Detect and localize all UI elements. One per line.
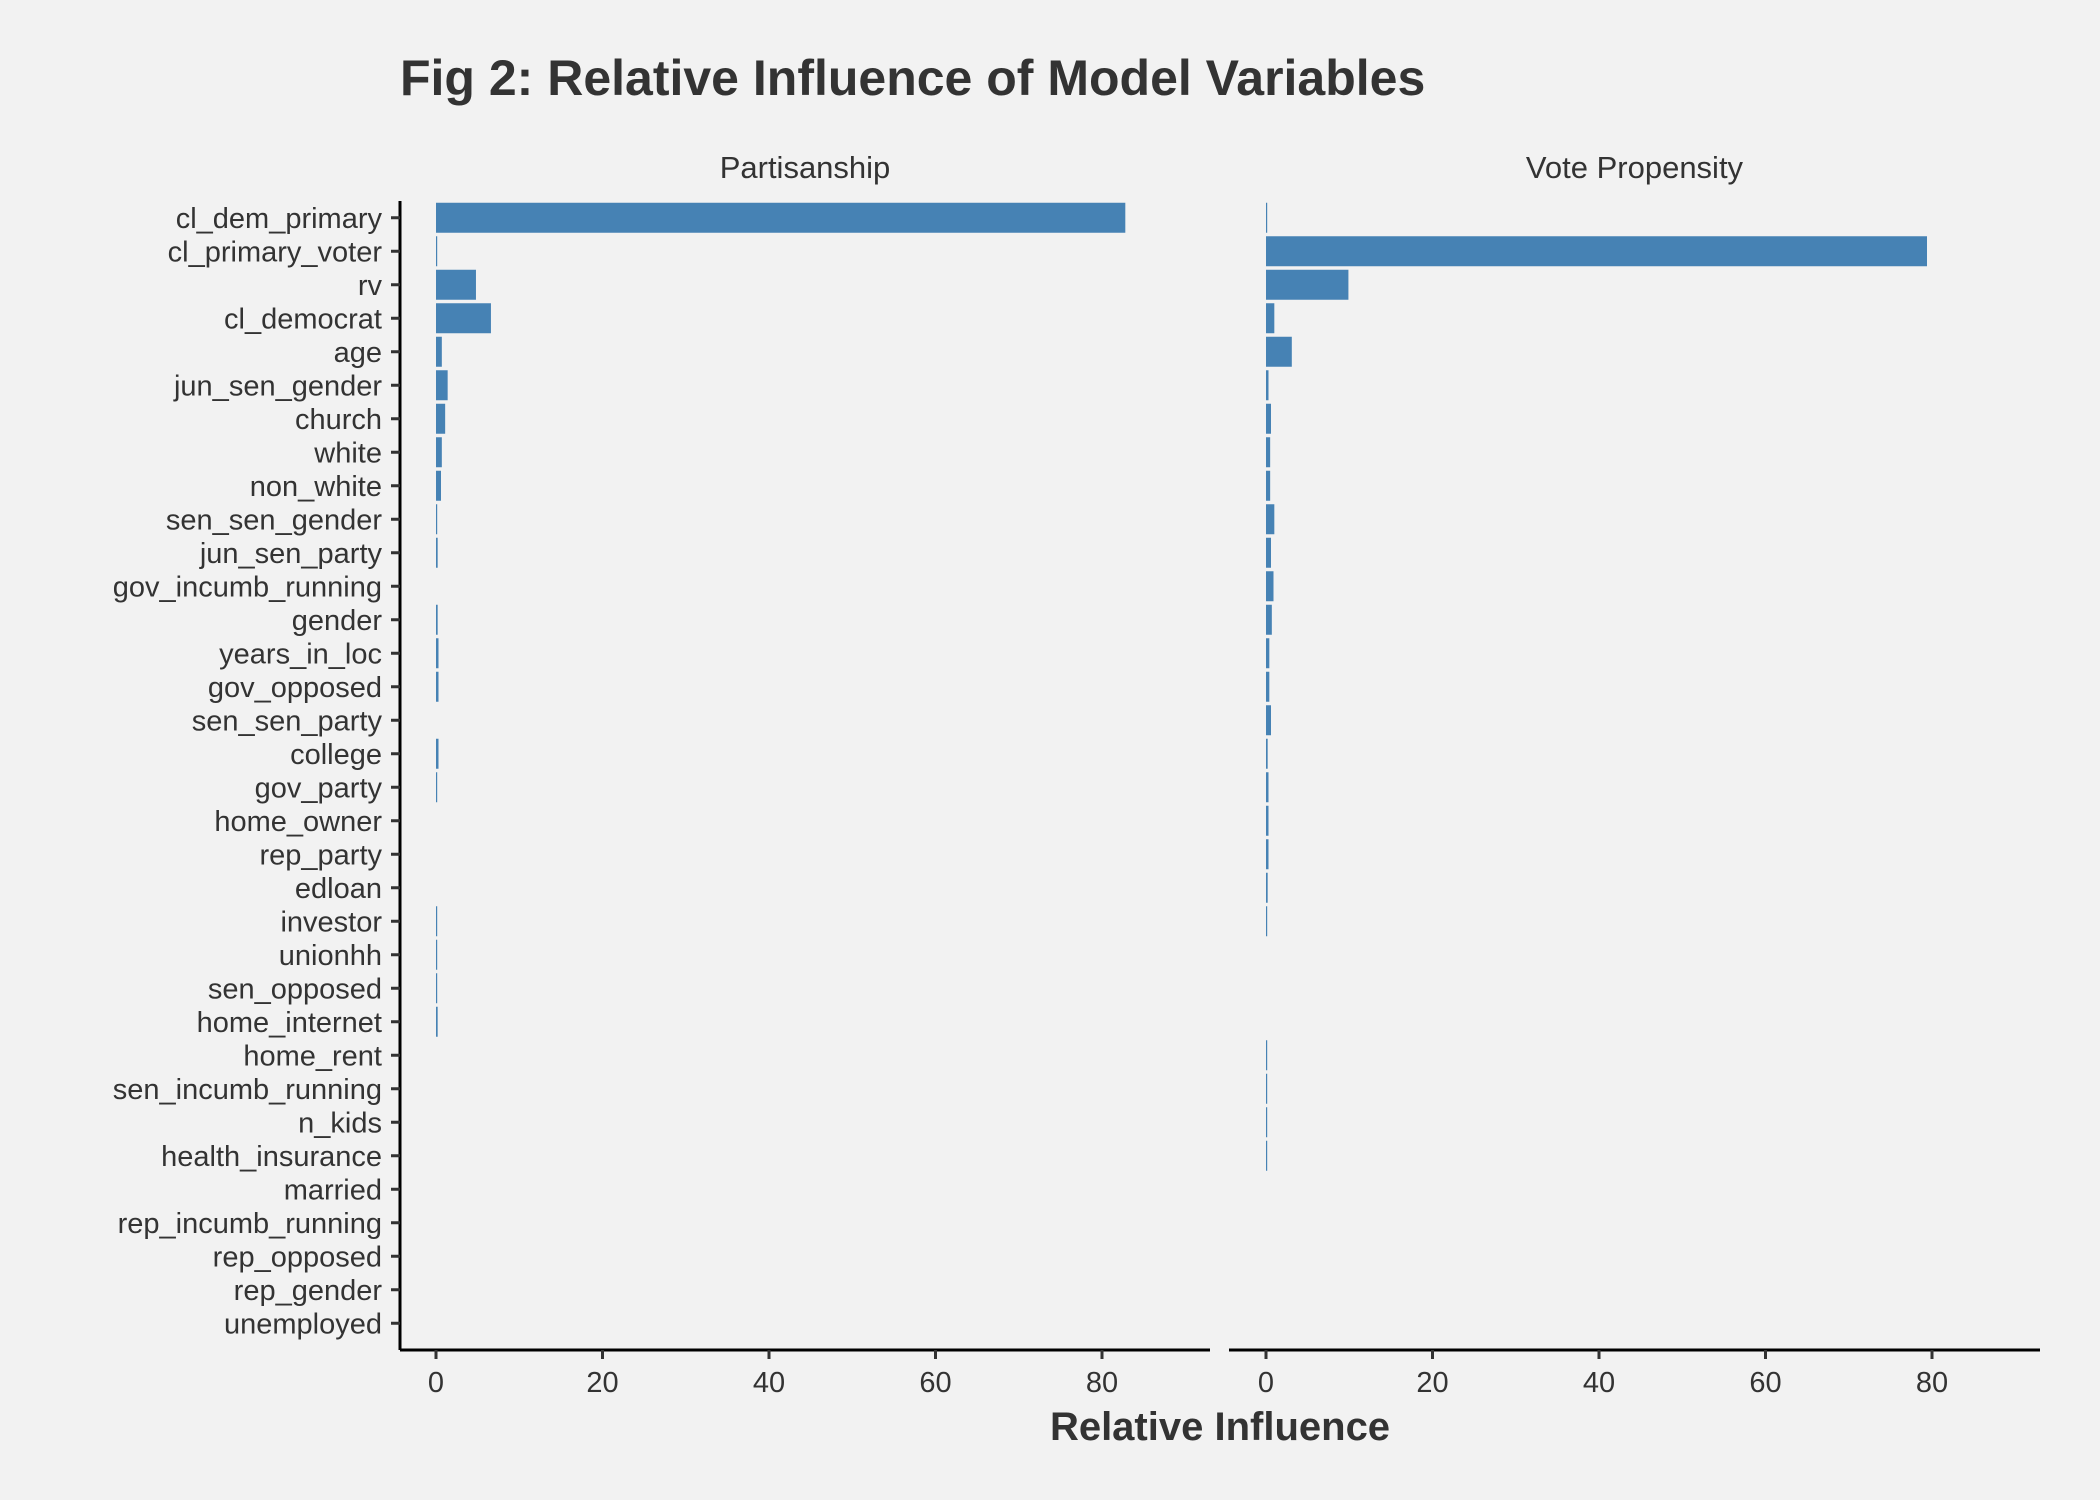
y-tick-label-gov-opposed: gov_opposed: [208, 672, 382, 704]
bar-vote-propensity-home-rent: [1266, 1040, 1268, 1071]
x-tick-label-vote-propensity-80: 80: [1916, 1367, 1948, 1399]
y-tick-label-unionhh: unionhh: [279, 940, 382, 972]
x-tick-label-partisanship-0: 0: [428, 1367, 444, 1399]
y-tick-label-cl-democrat: cl_democrat: [224, 303, 382, 335]
y-axis: cl_dem_primarycl_primary_voterrvcl_democ…: [113, 201, 402, 1350]
bar-partisanship-years-in-loc: [436, 638, 439, 669]
y-tick-label-non-white: non_white: [250, 471, 382, 503]
bar-partisanship-cl-democrat: [436, 303, 491, 334]
bar-vote-propensity-gender: [1266, 604, 1272, 635]
y-tick-label-home-rent: home_rent: [243, 1040, 382, 1072]
chart-title: Fig 2: Relative Influence of Model Varia…: [400, 50, 1425, 106]
bar-vote-propensity-edloan: [1266, 872, 1268, 903]
y-tick-label-sen-sen-party: sen_sen_party: [192, 705, 383, 737]
bar-partisanship-church: [436, 403, 446, 434]
panel-strip-label-partisanship: Partisanship: [720, 150, 891, 185]
y-tick-label-jun-sen-gender: jun_sen_gender: [173, 370, 382, 402]
bar-partisanship-non-white: [436, 470, 441, 501]
y-tick-label-sen-sen-gender: sen_sen_gender: [166, 504, 382, 536]
x-tick-label-partisanship-80: 80: [1086, 1367, 1118, 1399]
bar-vote-propensity-white: [1266, 437, 1271, 468]
bar-vote-propensity-jun-sen-party: [1266, 537, 1271, 568]
bar-vote-propensity-rep-party: [1266, 839, 1269, 870]
y-tick-label-rv: rv: [358, 270, 383, 302]
y-tick-label-rep-opposed: rep_opposed: [213, 1241, 382, 1273]
panels: Partisanship 0 20 40 60 80 Vote Propensity 0 20 4…: [400, 150, 2040, 1399]
bar-vote-propensity-age: [1266, 336, 1292, 367]
y-tick-label-home-owner: home_owner: [214, 806, 382, 838]
bar-vote-propensity-years-in-loc: [1266, 638, 1270, 669]
y-tick-label-years-in-loc: years_in_loc: [219, 638, 382, 670]
y-tick-label-college: college: [290, 739, 382, 771]
y-tick-label-edloan: edloan: [295, 873, 382, 905]
bar-partisanship-cl-primary-voter: [436, 236, 438, 267]
bar-vote-propensity-health-insurance: [1266, 1140, 1268, 1171]
bar-vote-propensity-investor: [1266, 906, 1268, 937]
bar-vote-propensity-gov-incumb-running: [1266, 571, 1274, 602]
x-tick-label-vote-propensity-0: 0: [1258, 1367, 1274, 1399]
x-tick-label-partisanship-60: 60: [919, 1367, 951, 1399]
y-tick-label-cl-primary-voter: cl_primary_voter: [168, 236, 383, 268]
bar-vote-propensity-non-white: [1266, 470, 1271, 501]
x-axis-label: Relative Influence: [1050, 1405, 1390, 1449]
y-tick-label-rep-gender: rep_gender: [234, 1275, 383, 1307]
y-tick-label-married: married: [284, 1174, 382, 1206]
bar-vote-propensity-sen-sen-party: [1266, 705, 1271, 736]
bar-vote-propensity-jun-sen-gender: [1266, 370, 1269, 401]
bar-vote-propensity-gov-party: [1266, 772, 1269, 803]
bar-partisanship-sen-sen-gender: [436, 504, 438, 535]
bar-vote-propensity-church: [1266, 403, 1271, 434]
panel-strip-label-vote-propensity: Vote Propensity: [1526, 150, 1744, 185]
bar-vote-propensity-n-kids: [1266, 1107, 1268, 1138]
y-tick-label-gov-incumb-running: gov_incumb_running: [113, 571, 382, 603]
y-tick-label-age: age: [334, 337, 382, 369]
x-tick-label-vote-propensity-60: 60: [1749, 1367, 1781, 1399]
x-tick-label-partisanship-20: 20: [586, 1367, 618, 1399]
panel-vote-propensity: Vote Propensity 0 20 40 60 80: [1229, 150, 2040, 1399]
bar-partisanship-unionhh: [436, 939, 438, 970]
y-tick-label-health-insurance: health_insurance: [161, 1141, 382, 1173]
bar-vote-propensity-gov-opposed: [1266, 671, 1270, 702]
bar-partisanship-sen-opposed: [436, 973, 438, 1004]
bar-partisanship-gov-party: [436, 772, 438, 803]
bar-partisanship-gov-opposed: [436, 671, 439, 702]
x-tick-label-vote-propensity-20: 20: [1416, 1367, 1448, 1399]
bar-partisanship-home-internet: [436, 1006, 438, 1037]
y-tick-label-unemployed: unemployed: [224, 1308, 382, 1340]
y-tick-label-sen-opposed: sen_opposed: [208, 973, 382, 1005]
y-tick-label-church: church: [295, 404, 382, 436]
bar-partisanship-jun-sen-party: [436, 537, 438, 568]
bar-partisanship-college: [436, 738, 439, 769]
bar-vote-propensity-home-owner: [1266, 805, 1269, 836]
y-tick-label-gender: gender: [292, 605, 383, 637]
y-tick-label-gov-party: gov_party: [255, 772, 383, 804]
y-tick-label-n-kids: n_kids: [298, 1107, 382, 1139]
bar-partisanship-rv: [436, 269, 476, 300]
bar-partisanship-gender: [436, 604, 438, 635]
bar-partisanship-age: [436, 336, 442, 367]
bar-partisanship-white: [436, 437, 442, 468]
bar-partisanship-jun-sen-gender: [436, 370, 448, 401]
bar-vote-propensity-cl-dem-primary: [1266, 202, 1268, 233]
y-tick-label-investor: investor: [280, 906, 382, 938]
bar-partisanship-cl-dem-primary: [436, 202, 1126, 233]
bar-vote-propensity-cl-democrat: [1266, 303, 1275, 334]
bar-vote-propensity-sen-incumb-running: [1266, 1073, 1268, 1104]
y-tick-label-rep-incumb-running: rep_incumb_running: [118, 1208, 382, 1240]
y-tick-label-home-internet: home_internet: [197, 1007, 382, 1039]
bar-vote-propensity-sen-sen-gender: [1266, 504, 1275, 535]
y-tick-label-rep-party: rep_party: [259, 839, 382, 871]
x-tick-label-partisanship-40: 40: [753, 1367, 785, 1399]
bar-partisanship-investor: [436, 906, 438, 937]
bar-vote-propensity-cl-primary-voter: [1266, 236, 1928, 267]
bar-vote-propensity-college: [1266, 738, 1268, 769]
y-tick-label-white: white: [313, 437, 382, 469]
x-tick-label-vote-propensity-40: 40: [1583, 1367, 1615, 1399]
bar-vote-propensity-rv: [1266, 269, 1349, 300]
panel-partisanship: Partisanship 0 20 40 60 80: [400, 150, 1210, 1399]
y-tick-label-sen-incumb-running: sen_incumb_running: [113, 1074, 382, 1106]
y-tick-label-jun-sen-party: jun_sen_party: [199, 538, 383, 570]
y-tick-label-cl-dem-primary: cl_dem_primary: [176, 203, 383, 235]
